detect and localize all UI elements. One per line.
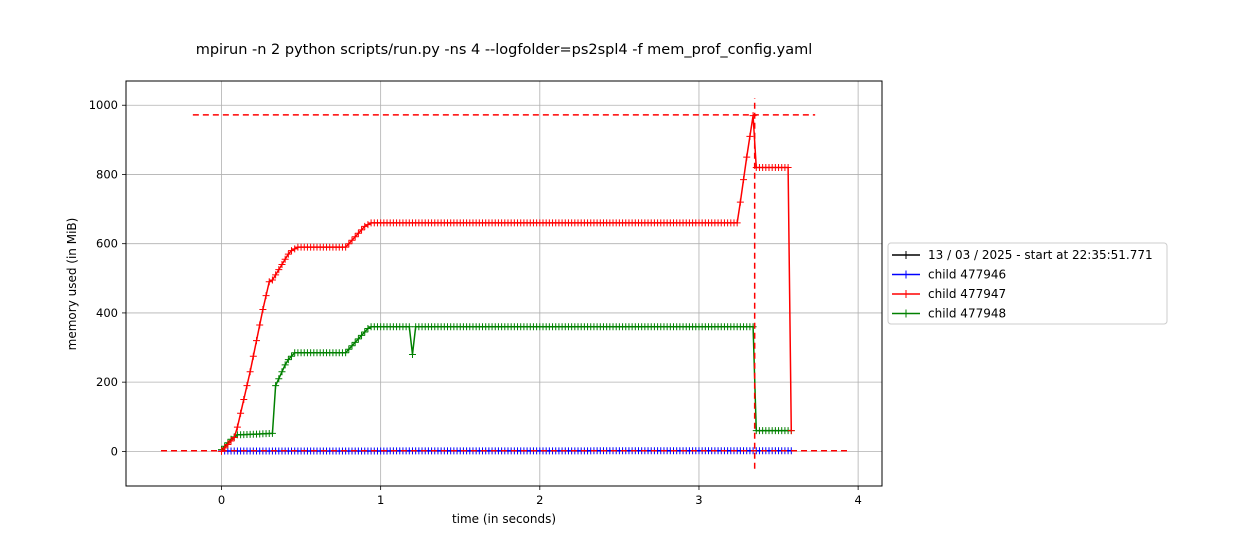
legend-marker <box>902 290 910 298</box>
legend-label: child 477946 <box>928 268 1006 282</box>
data-point <box>743 153 751 161</box>
data-point <box>358 331 366 339</box>
data-point <box>291 245 299 253</box>
data-point <box>288 352 296 360</box>
data-point <box>278 368 286 376</box>
series-child-477947 <box>217 112 795 455</box>
data-point <box>268 276 276 284</box>
legend-entries: 13 / 03 / 2025 - start at 22:35:51.771 ch… <box>892 248 1153 321</box>
legend-label: child 477947 <box>928 287 1006 301</box>
plot-frame <box>125 80 883 487</box>
y-tick-label: 400 <box>96 306 118 320</box>
data-point <box>354 229 362 237</box>
y-tick-label: 0 <box>111 444 118 458</box>
data-point <box>342 243 350 251</box>
data-point <box>253 337 261 345</box>
plot-area <box>126 81 882 486</box>
data-point <box>237 409 245 417</box>
series-child-477948 <box>217 323 795 454</box>
data-point <box>249 352 257 360</box>
legend-marker <box>902 270 910 279</box>
data-point <box>408 350 416 358</box>
y-axis-label: memory used (in MiB) <box>65 218 79 351</box>
data-point <box>227 437 235 445</box>
data-point <box>230 434 238 442</box>
data-point <box>288 247 296 255</box>
data-point <box>351 233 359 241</box>
data-point <box>262 292 270 300</box>
y-tick-label: 1000 <box>89 98 118 112</box>
data-point <box>736 198 744 206</box>
legend-entry: 13 / 03 / 2025 - start at 22:35:51.771 <box>892 248 1153 262</box>
legend-frame <box>887 242 1168 325</box>
legend-entry: child 477947 <box>892 287 1006 301</box>
y-tick-label: 800 <box>96 167 118 181</box>
data-point <box>348 342 356 350</box>
data-point <box>746 132 754 140</box>
data-point <box>342 349 350 357</box>
data-point <box>361 328 369 336</box>
data-point <box>278 260 286 268</box>
data-point <box>364 325 372 332</box>
x-tick-label: 1 <box>377 493 384 507</box>
data-point <box>787 427 795 435</box>
legend-label: child 477948 <box>928 307 1006 321</box>
data-point <box>361 222 369 230</box>
data-point <box>275 266 283 274</box>
x-tick-label: 3 <box>695 493 702 507</box>
legend-entry: child 477946 <box>892 268 1006 282</box>
legend-entry: child 477948 <box>892 307 1006 321</box>
legend-marker <box>902 251 910 259</box>
data-point <box>272 271 280 279</box>
chart-title: mpirun -n 2 python scripts/run.py -ns 4 … <box>196 42 813 58</box>
data-point <box>733 219 741 227</box>
legend: 13 / 03 / 2025 - start at 22:35:51.771 ch… <box>887 242 1168 325</box>
data-point <box>281 255 289 263</box>
data-point <box>275 375 283 383</box>
data-point <box>364 221 372 229</box>
data-point <box>281 361 289 369</box>
data-point <box>348 236 356 244</box>
data-point <box>345 345 353 353</box>
data-point <box>284 356 292 364</box>
data-point <box>784 164 792 172</box>
data-point <box>246 368 254 376</box>
x-tick-label: 2 <box>536 493 543 507</box>
legend-label: 13 / 03 / 2025 - start at 22:35:51.771 <box>928 248 1153 262</box>
data-point <box>240 395 248 403</box>
data-point <box>358 226 366 234</box>
x-tick-label: 0 <box>218 493 225 507</box>
data-point <box>259 305 267 313</box>
reference-lines <box>161 98 847 469</box>
data-point <box>272 382 280 390</box>
data-point <box>740 176 748 184</box>
legend-marker <box>902 309 910 318</box>
y-tick-label: 600 <box>96 237 118 251</box>
data-point <box>224 440 232 448</box>
data-point <box>256 321 264 329</box>
data-point <box>243 382 251 390</box>
x-axis-label: time (in seconds) <box>452 512 556 526</box>
data-point <box>265 278 273 286</box>
data-point <box>284 250 292 258</box>
data-point <box>233 423 241 431</box>
data-point <box>268 429 276 437</box>
axis-ticks: 0 1 2 3 4 0 200 400 600 800 1000 <box>89 98 862 507</box>
x-tick-label: 4 <box>854 493 861 507</box>
y-tick-label: 200 <box>96 375 118 389</box>
data-point <box>354 335 362 343</box>
data-point <box>405 323 413 331</box>
data-point <box>345 240 353 248</box>
data-point <box>351 338 359 346</box>
